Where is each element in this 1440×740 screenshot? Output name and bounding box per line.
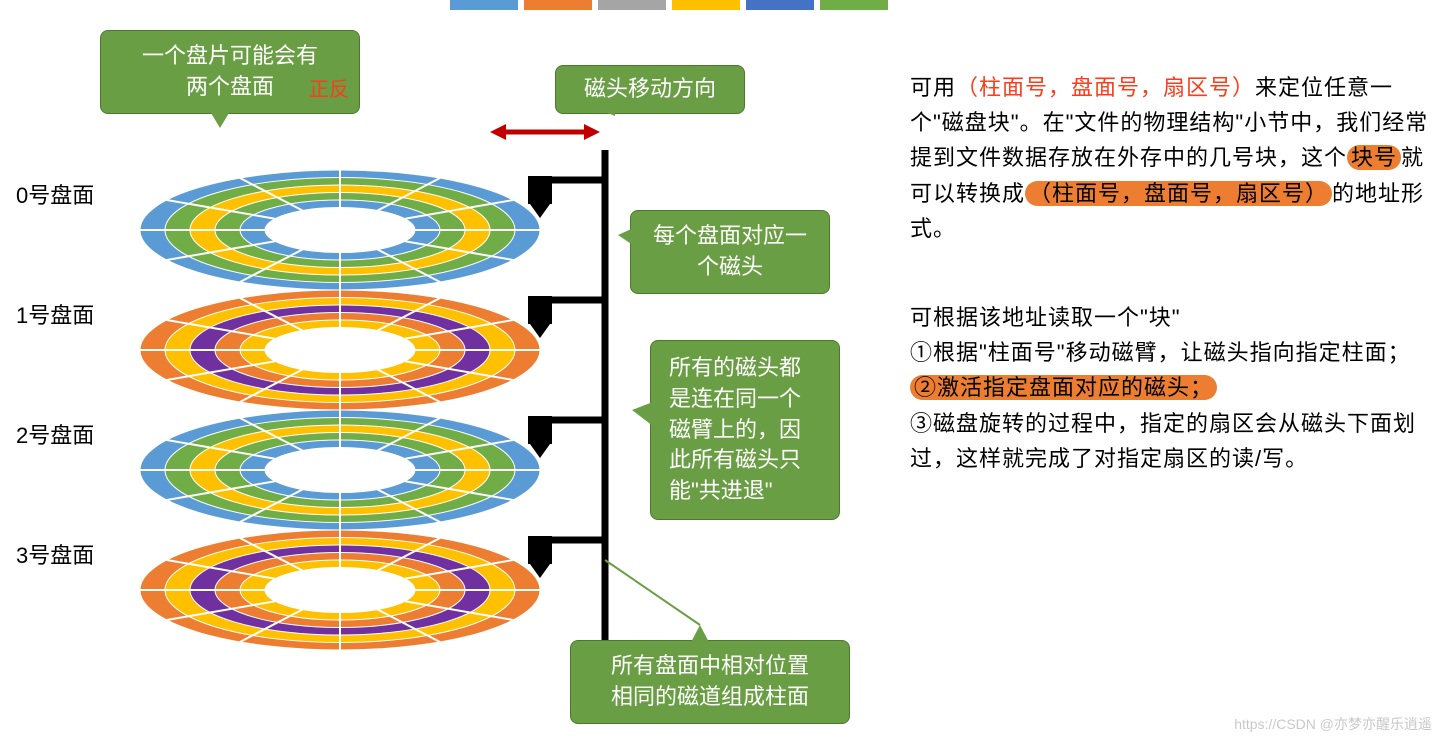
surface-label-1: 1号盘面	[16, 298, 94, 330]
text: 可用	[910, 75, 956, 100]
legend-swatch	[746, 0, 814, 10]
text-step: ③磁盘旋转的过程中，指定的扇区会从磁头下面划过，这样就完成了对指定扇区的读/写。	[910, 406, 1430, 476]
text-line: 可根据该地址读取一个"块"	[910, 300, 1430, 335]
callout-head-move: 磁头移动方向	[555, 65, 745, 114]
legend-swatch	[672, 0, 740, 10]
disk-platter	[130, 270, 550, 410]
callout-line: 是连在同一个	[669, 384, 821, 415]
text-step: ①根据"柱面号"移动磁臂，让磁头指向指定柱面；	[910, 335, 1430, 370]
callout-line: 所有盘面中相对位置	[587, 651, 833, 682]
callout-red-annot: 正反	[309, 76, 349, 104]
callout-line-wrap: 两个盘面 正反	[117, 72, 343, 103]
callout-line: 磁臂上的，因	[669, 415, 821, 446]
callout-line: 每个盘面对应一	[647, 221, 813, 252]
text-highlight: （柱面号，盘面号，扇区号）	[1025, 181, 1332, 206]
surface-label-3: 3号盘面	[16, 538, 94, 570]
surface-label-2: 2号盘面	[16, 418, 94, 450]
callout-line: 此所有磁头只	[669, 445, 821, 476]
text-step-wrap: ②激活指定盘面对应的磁头；	[910, 370, 1430, 405]
callout-per-surface-head: 每个盘面对应一 个磁头	[630, 210, 830, 294]
text-highlight: ②激活指定盘面对应的磁头；	[910, 375, 1217, 400]
callout-line: 个磁头	[647, 252, 813, 283]
callout-line: 所有的磁头都	[669, 353, 821, 384]
text-red: （柱面号，盘面号，扇区号）	[956, 75, 1255, 100]
right-paragraph-2: 可根据该地址读取一个"块" ①根据"柱面号"移动磁臂，让磁头指向指定柱面； ②激…	[910, 300, 1430, 476]
disk-platter	[130, 510, 550, 650]
callout-line: 一个盘片可能会有	[117, 41, 343, 72]
disk-platter	[130, 150, 550, 290]
callout-cylinder: 所有盘面中相对位置 相同的磁道组成柱面	[570, 640, 850, 724]
callout-all-heads: 所有的磁头都 是连在同一个 磁臂上的，因 此所有磁头只 能"共进退"	[650, 340, 840, 520]
legend-swatch	[450, 0, 518, 10]
callout-text: 磁头移动方向	[584, 76, 716, 101]
watermark: https://CSDN @亦梦亦醒乐逍遥	[1234, 714, 1432, 734]
legend-swatch	[598, 0, 666, 10]
callout-line: 能"共进退"	[669, 476, 821, 507]
callout-line: 两个盘面	[186, 74, 274, 99]
callout-platter-note: 一个盘片可能会有 两个盘面 正反	[100, 30, 360, 114]
legend-bar	[450, 0, 888, 10]
right-paragraph-1: 可用（柱面号，盘面号，扇区号）来定位任意一个"磁盘块"。在"文件的物理结构"小节…	[910, 70, 1430, 246]
callout-line: 相同的磁道组成柱面	[587, 682, 833, 713]
surface-label-0: 0号盘面	[16, 178, 94, 210]
disk-platter	[130, 390, 550, 530]
legend-swatch	[820, 0, 888, 10]
legend-swatch	[524, 0, 592, 10]
text-highlight: 块号	[1347, 145, 1401, 170]
